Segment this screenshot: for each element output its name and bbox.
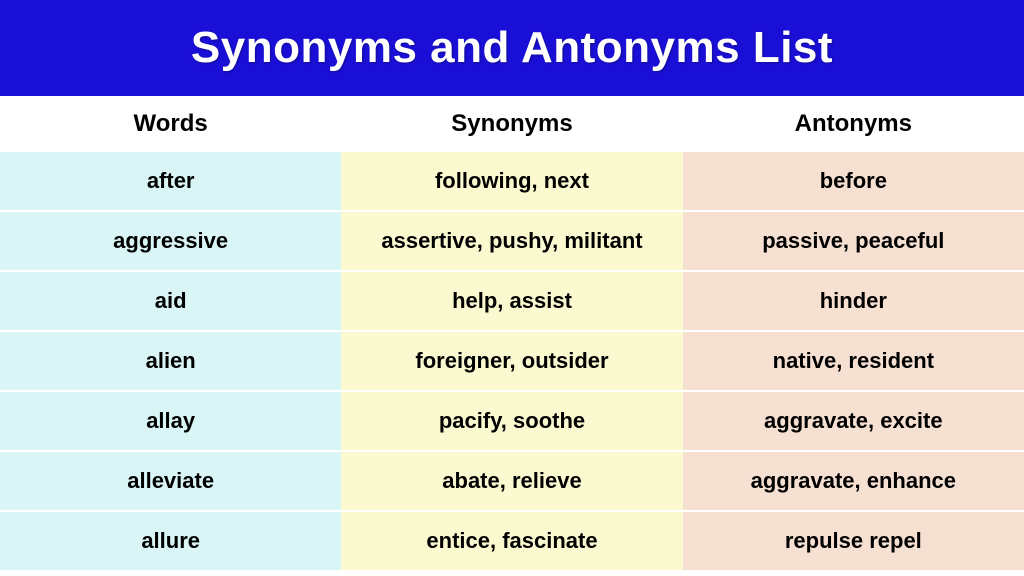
cell-antonym: aggravate, enhance — [683, 452, 1024, 512]
table-header-row: Words Synonyms Antonyms — [0, 96, 1024, 152]
cell-antonym: repulse repel — [683, 512, 1024, 572]
cell-synonym: help, assist — [341, 272, 682, 332]
table-row: allure entice, fascinate repulse repel — [0, 512, 1024, 572]
cell-word: allay — [0, 392, 341, 452]
cell-antonym: passive, peaceful — [683, 212, 1024, 272]
column-header-antonyms: Antonyms — [683, 96, 1024, 152]
page-title: Synonyms and Antonyms List — [191, 23, 833, 73]
table-row: allay pacify, soothe aggravate, excite — [0, 392, 1024, 452]
synonyms-antonyms-table: Words Synonyms Antonyms after following,… — [0, 96, 1024, 572]
table-row: aid help, assist hinder — [0, 272, 1024, 332]
cell-synonym: assertive, pushy, militant — [341, 212, 682, 272]
table-row: aggressive assertive, pushy, militant pa… — [0, 212, 1024, 272]
cell-word: after — [0, 152, 341, 212]
title-bar: Synonyms and Antonyms List — [0, 0, 1024, 96]
cell-synonym: entice, fascinate — [341, 512, 682, 572]
cell-antonym: native, resident — [683, 332, 1024, 392]
cell-synonym: pacify, soothe — [341, 392, 682, 452]
cell-word: aggressive — [0, 212, 341, 272]
cell-word: allure — [0, 512, 341, 572]
cell-word: aid — [0, 272, 341, 332]
table-row: alleviate abate, relieve aggravate, enha… — [0, 452, 1024, 512]
table-body: after following, next before aggressive … — [0, 152, 1024, 572]
cell-synonym: abate, relieve — [341, 452, 682, 512]
table-row: alien foreigner, outsider native, reside… — [0, 332, 1024, 392]
cell-synonym: following, next — [341, 152, 682, 212]
cell-word: alleviate — [0, 452, 341, 512]
column-header-synonyms: Synonyms — [341, 96, 682, 152]
cell-antonym: aggravate, excite — [683, 392, 1024, 452]
table-row: after following, next before — [0, 152, 1024, 212]
column-header-words: Words — [0, 96, 341, 152]
cell-word: alien — [0, 332, 341, 392]
cell-synonym: foreigner, outsider — [341, 332, 682, 392]
cell-antonym: hinder — [683, 272, 1024, 332]
cell-antonym: before — [683, 152, 1024, 212]
